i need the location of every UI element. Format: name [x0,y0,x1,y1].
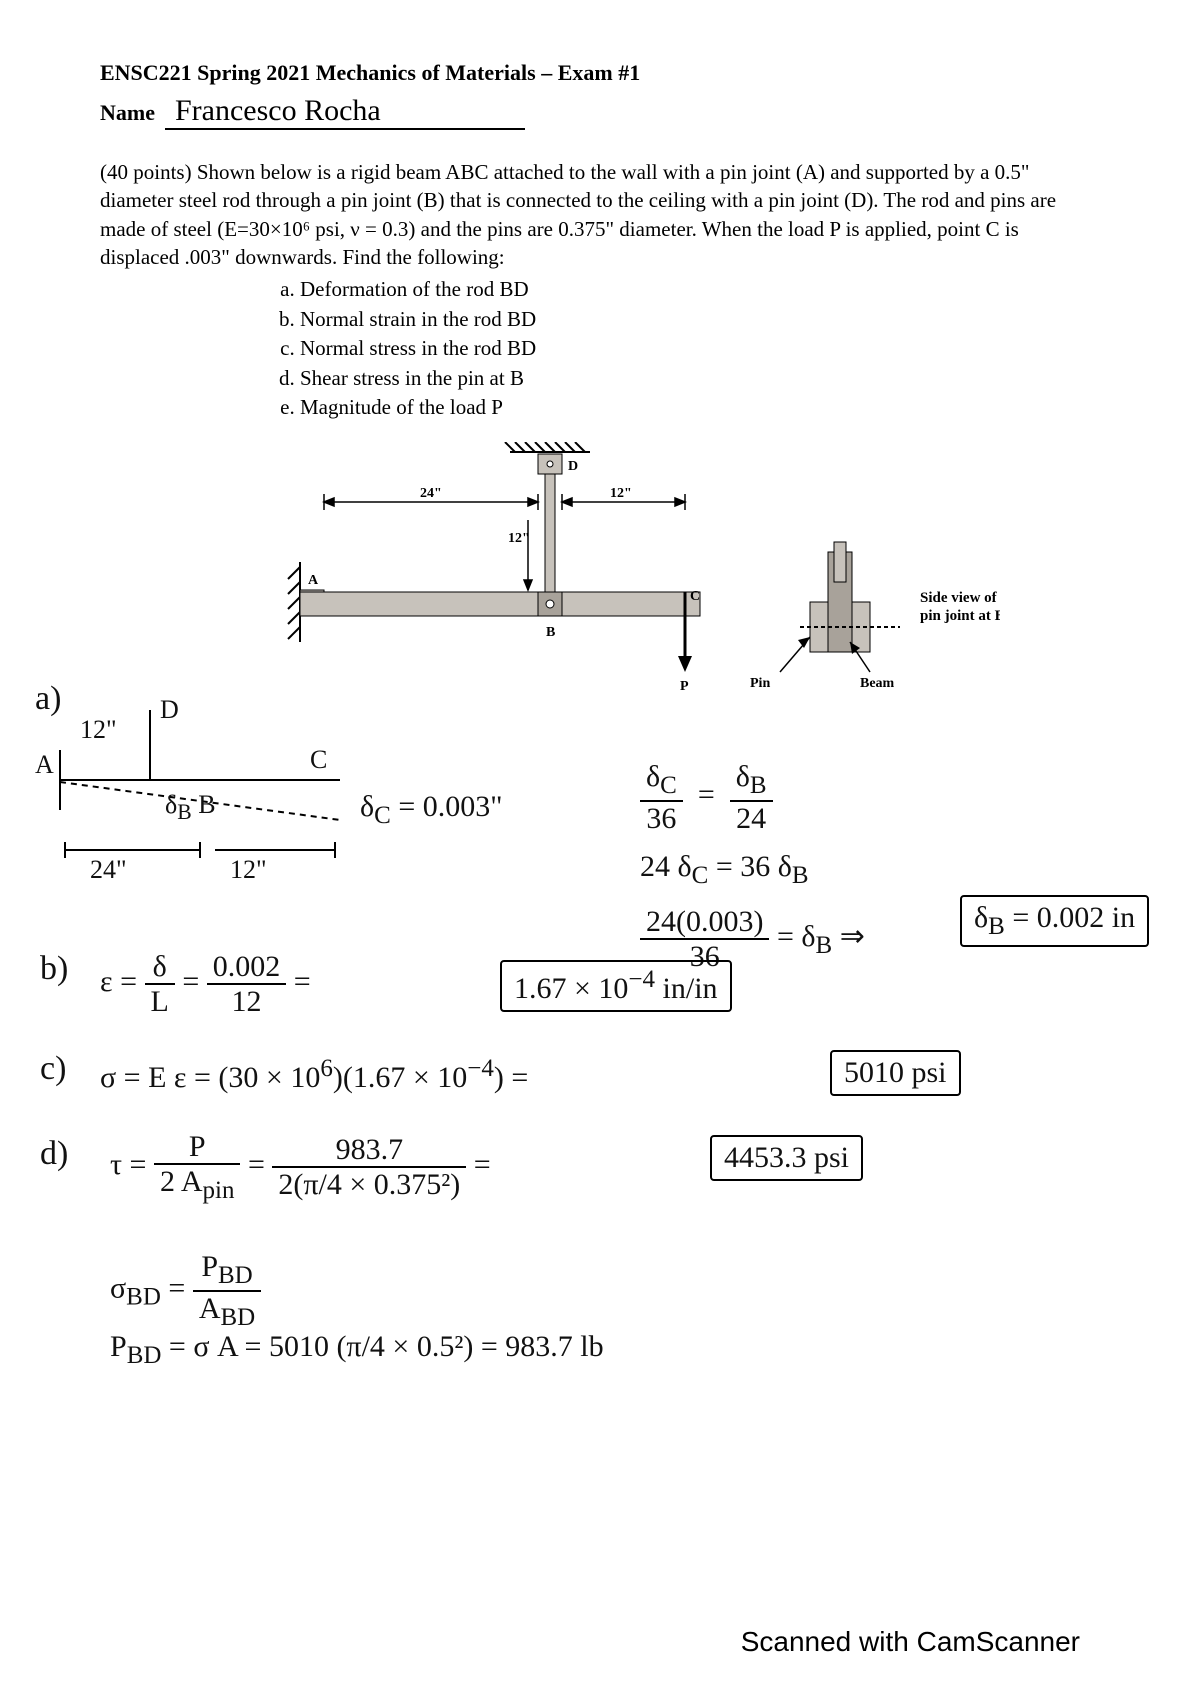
lbl-sideview2: pin joint at B [920,608,1000,624]
shear-result: 4453.3 psi [710,1135,863,1181]
subpart-d: Shear stress in the pin at B [300,364,1100,393]
subpart-e: Magnitude of the load P [300,393,1100,422]
diagram-svg: 24" 12" 12" A B C D P Pin Beam Side view… [280,442,1000,722]
lbl-p: P [680,679,689,694]
name-row: Name Francesco Rocha [100,94,1100,130]
sketch-b-label: δB B [165,790,216,825]
sketch-d-label: D [160,695,179,725]
ratio-equation: δC36 = δB24 [640,760,773,835]
cross-mult: 24 δC = 36 δB [640,850,809,890]
lbl-a: A [308,573,319,588]
dim-ab: 24" [420,486,442,501]
db-result: δB = 0.002 in [960,895,1149,947]
lbl-b: B [546,625,555,640]
subpart-c: Normal stress in the rod BD [300,334,1100,363]
lbl-pin: Pin [750,676,770,691]
delta-c-value: δC = 0.003" [360,790,503,830]
lbl-d: D [568,459,578,474]
dim-bc: 12" [610,486,632,501]
scan-footer: Scanned with CamScanner [741,1626,1080,1658]
label-part-d: d) [40,1135,68,1173]
lbl-c: C [690,589,700,604]
sketch-24-label: 24" [90,855,127,885]
sketch-c-label: C [310,745,327,775]
subpart-b: Normal strain in the rod BD [300,305,1100,334]
dim-bd: 12" [508,531,530,546]
subpart-list: Deformation of the rod BD Normal strain … [300,275,1100,422]
course-header: ENSC221 Spring 2021 Mechanics of Materia… [100,60,1100,86]
label-part-b: b) [40,950,68,988]
sketch-12b-label: 12" [230,855,267,885]
label-part-c: c) [40,1050,66,1088]
subpart-a: Deformation of the rod BD [300,275,1100,304]
problem-statement: (40 points) Shown below is a rigid beam … [100,158,1100,271]
pbd-eq: PBD = σ A = 5010 (π/4 × 0.5²) = 983.7 lb [110,1330,604,1370]
lbl-sideview1: Side view of [920,590,998,606]
name-label: Name [100,100,155,126]
student-name: Francesco Rocha [165,94,525,130]
sketch-a-label: A [35,750,54,780]
stress-eq: σ = E ε = (30 × 106)(1.67 × 10−4) = [100,1055,528,1095]
beam-diagram: 24" 12" 12" A B C D P Pin Beam Side view… [280,442,1100,722]
strain-result: 1.67 × 10−4 in/in [500,960,732,1012]
shear-eq: τ = P2 Apin = 983.72(π/4 × 0.375²) = [110,1130,491,1205]
sketch-12-label: 12" [80,715,117,745]
stress-result: 5010 psi [830,1050,961,1096]
lbl-beam: Beam [860,676,895,691]
sigma-bd: σBD = PBDABD [110,1250,261,1331]
strain-eq: ε = δL = 0.00212 = [100,950,311,1018]
